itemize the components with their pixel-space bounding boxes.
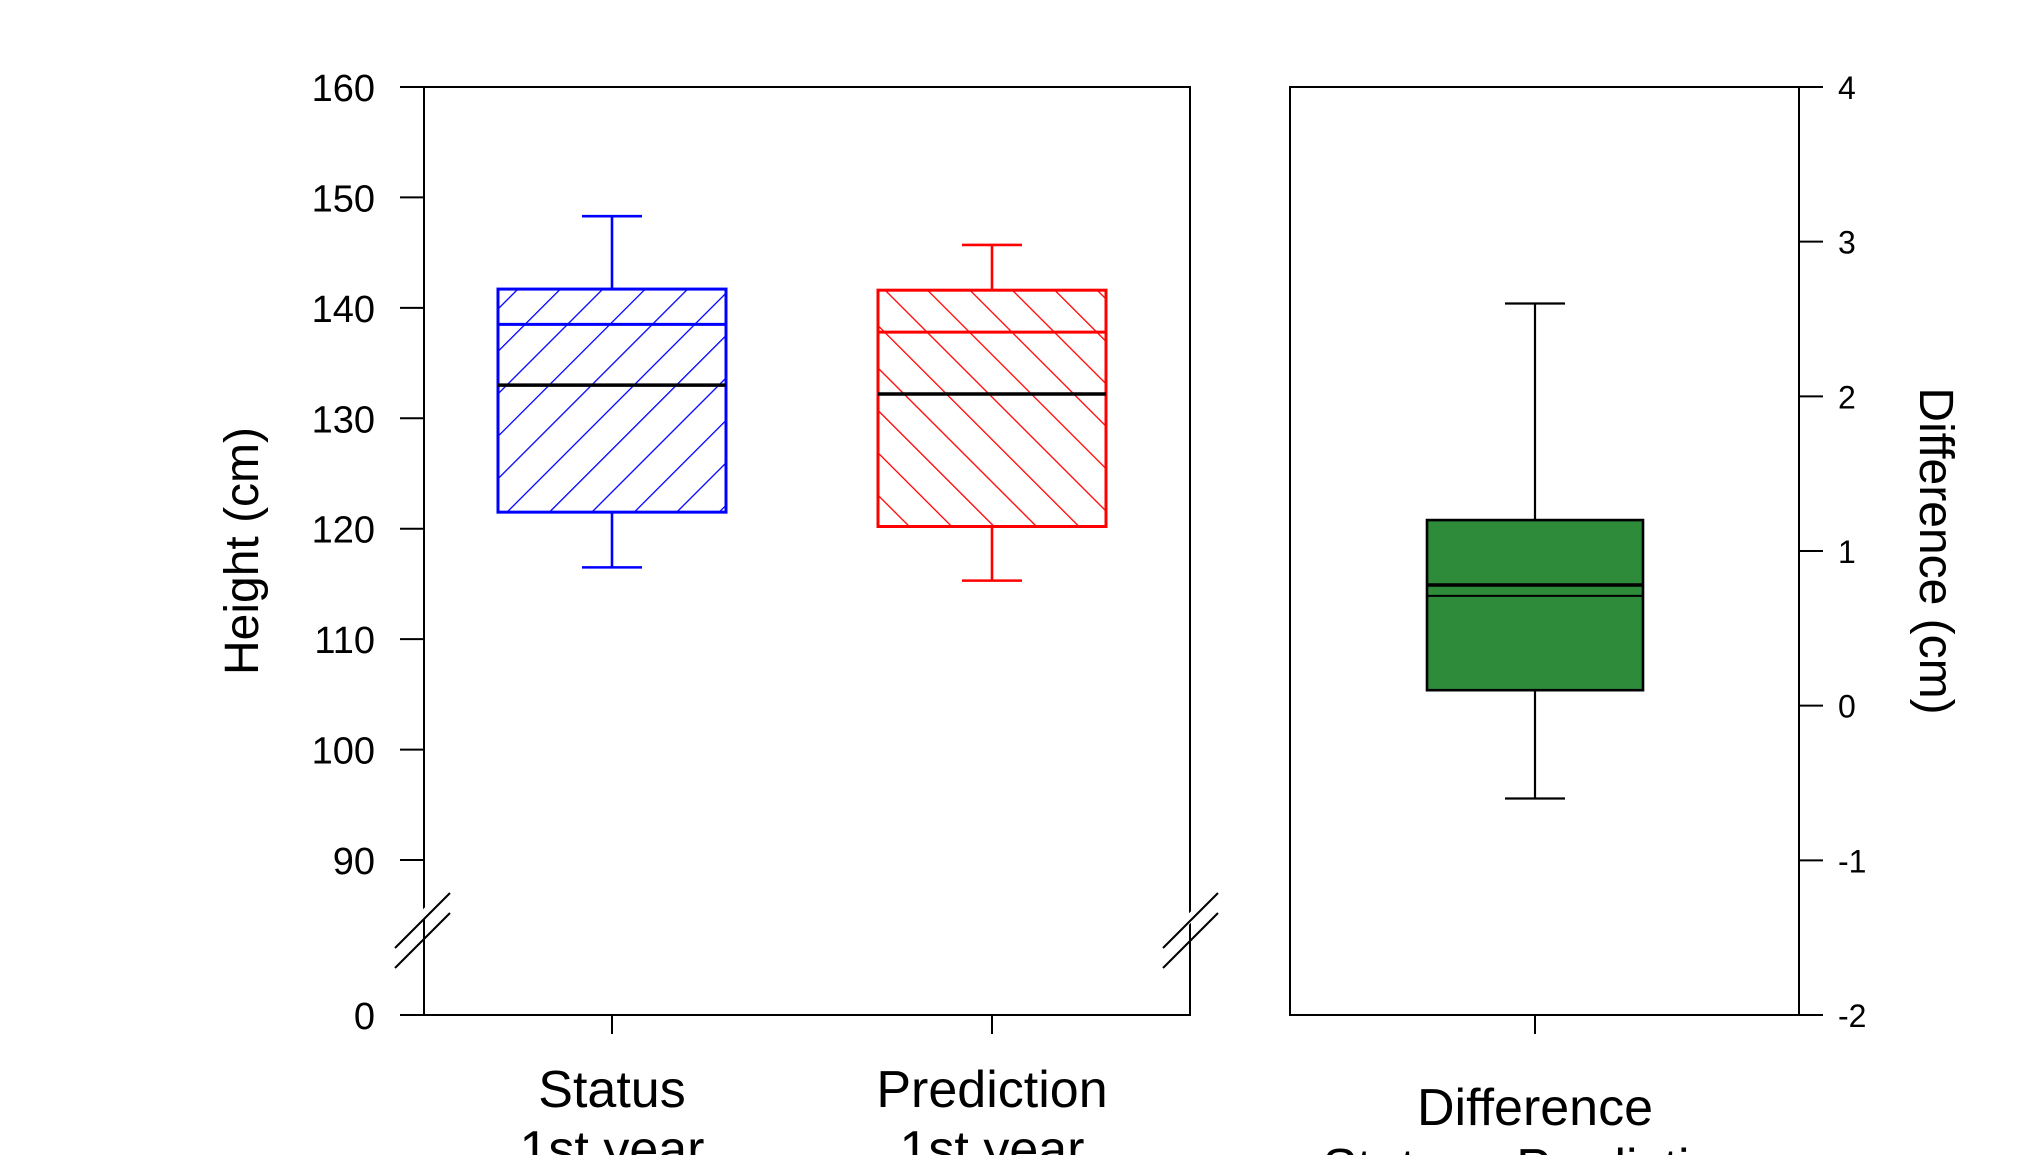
status-box <box>496 287 728 514</box>
left-y-ticks: 0 90 100 110 120 130 140 150 160 <box>312 68 424 1038</box>
box-difference <box>1425 302 1645 800</box>
axis-break-left <box>393 889 451 969</box>
left-y-tick-label-130: 130 <box>312 399 375 441</box>
left-y-tick-label-140: 140 <box>312 289 375 331</box>
right-y-tick-label-1: 1 <box>1838 534 1856 570</box>
left-y-tick-label-160: 160 <box>312 68 375 110</box>
left-y-tick-label-110: 110 <box>314 620 375 662</box>
right-y-axis-label: Difference (cm) <box>1909 387 1962 714</box>
right-y-tick-label-3: 3 <box>1838 225 1856 261</box>
right-y-tick-label-2: -2 <box>1838 998 1866 1034</box>
status-x-label-line-1: Status <box>538 1061 685 1119</box>
left-panel: 0 90 100 110 120 130 140 150 160 Height (cm) Sta… <box>216 68 1219 1155</box>
box-prediction <box>876 243 1108 582</box>
left-plot-frame <box>423 86 1191 1016</box>
prediction-box <box>876 288 1108 529</box>
right-x-labels: Difference Status - Prediction <box>1323 1015 1748 1155</box>
left-y-axis-label: Height (cm) <box>216 427 269 675</box>
prediction-x-label-line-2: 1st year <box>900 1121 1085 1155</box>
left-y-tick-label-90: 90 <box>333 841 375 883</box>
left-y-tick-label-100: 100 <box>312 731 375 773</box>
left-y-tick-label-120: 120 <box>312 510 375 552</box>
left-y-tick-label-0: 0 <box>354 996 375 1038</box>
right-y-ticks: -2 -1 0 1 2 3 4 <box>1799 70 1866 1034</box>
left-boxes <box>496 214 1108 582</box>
left-y-tick-label-150: 150 <box>312 178 375 220</box>
difference-x-label-line-2: Status - Prediction <box>1323 1139 1748 1155</box>
right-y-tick-label-2: 2 <box>1838 379 1856 415</box>
right-boxes <box>1425 302 1645 800</box>
right-y-tick-label-4: 4 <box>1838 70 1856 106</box>
difference-box <box>1425 518 1645 692</box>
right-y-tick-label-1: -1 <box>1838 843 1866 879</box>
status-x-label-line-2: 1st year <box>520 1121 705 1155</box>
axis-break-right <box>1162 891 1219 969</box>
right-y-tick-label-0: 0 <box>1838 689 1856 725</box>
prediction-x-label-line-1: Prediction <box>876 1061 1107 1119</box>
right-panel: -2 -1 0 1 2 3 4 Difference (cm) Difference Stat… <box>1289 70 1962 1155</box>
difference-x-label-line-1: Difference <box>1417 1079 1653 1137</box>
box-status <box>496 214 728 569</box>
